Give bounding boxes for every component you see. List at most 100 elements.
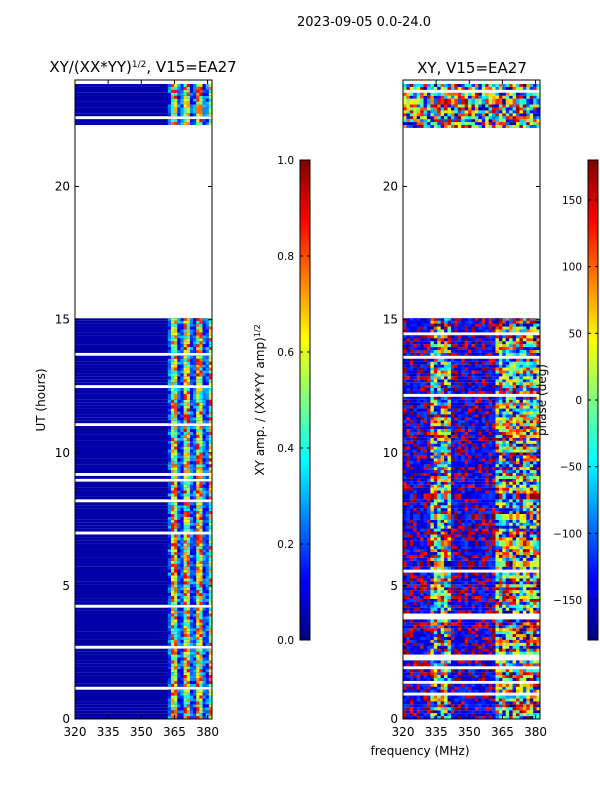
phase-cell <box>440 519 445 523</box>
phase-cell <box>409 487 414 491</box>
amplitude-cell <box>170 338 175 345</box>
phase-cell <box>533 669 537 673</box>
phase-cell <box>488 540 493 547</box>
phase-cell <box>444 675 448 678</box>
phase-cell <box>502 481 507 485</box>
amplitude-cell <box>196 405 200 409</box>
amplitude-cell <box>205 634 210 637</box>
amplitude-cell <box>170 543 175 547</box>
phase-cell <box>426 472 431 476</box>
phase-cell <box>488 713 493 717</box>
amplitude-cell <box>193 490 197 494</box>
amplitude-cell <box>183 390 188 394</box>
amplitude-cell <box>183 663 188 667</box>
phase-cell <box>406 710 411 714</box>
phase-cell <box>471 534 476 538</box>
phase-cell <box>468 557 472 561</box>
phase-cell <box>464 683 469 687</box>
phase-cell <box>488 490 493 494</box>
amplitude-cell <box>196 481 200 488</box>
amplitude-cell <box>186 710 191 714</box>
phase-cell <box>457 598 462 602</box>
phase-cell <box>509 710 513 714</box>
phase-cell <box>420 560 424 567</box>
phase-cell <box>492 484 496 488</box>
amplitude-cell <box>167 92 172 96</box>
phase-cell <box>471 636 476 640</box>
phase-cell <box>519 716 524 719</box>
phase-cell <box>413 511 417 514</box>
amplitude-cell <box>180 554 184 558</box>
amplitude-cell <box>202 695 206 702</box>
phase-cell <box>474 581 479 585</box>
phase-cell <box>533 713 537 717</box>
amplitude-cell <box>196 654 200 658</box>
amplitude-cell <box>199 458 203 462</box>
amplitude-cell <box>199 92 203 96</box>
amplitude-cell <box>174 595 178 599</box>
phase-cell <box>474 707 479 711</box>
amplitude-cell <box>180 347 184 350</box>
amplitude-cell <box>183 399 188 403</box>
phase-cell <box>533 707 537 711</box>
phase-cell <box>488 481 493 485</box>
amplitude-cell <box>177 107 181 114</box>
phase-cell <box>464 590 469 594</box>
phase-cell <box>437 575 441 579</box>
amplitude-cell <box>186 511 191 514</box>
amplitude-cell <box>170 417 175 421</box>
phase-cell <box>471 502 476 506</box>
phase-cell <box>512 502 517 506</box>
phase-cell <box>420 511 424 514</box>
phase-cell <box>502 631 507 635</box>
phase-cell <box>512 710 517 714</box>
phase-cell <box>492 590 496 594</box>
phase-cell <box>423 484 428 488</box>
phase-cell <box>481 549 486 555</box>
phase-cell <box>447 549 452 555</box>
amplitude-cell <box>170 689 175 693</box>
amplitude-cell <box>202 475 206 479</box>
amplitude-cell <box>183 119 188 123</box>
amplitude-cell <box>208 83 213 87</box>
phase-cell <box>423 511 428 514</box>
phase-cell <box>430 601 435 605</box>
amplitude-cell <box>174 581 178 585</box>
phase-cell <box>471 540 476 547</box>
amplitude-cell <box>170 323 175 327</box>
amplitude-cell <box>167 431 172 435</box>
phase-cell <box>403 481 407 485</box>
amplitude-cell <box>196 554 200 558</box>
amplitude-cell <box>196 634 200 637</box>
amplitude-cell <box>189 692 194 696</box>
phase-cell <box>533 581 537 585</box>
phase-cell <box>440 472 445 479</box>
phase-cell <box>420 677 424 681</box>
amplitude-cell <box>196 610 200 614</box>
phase-cell <box>426 622 431 626</box>
amplitude-cell <box>183 651 188 655</box>
phase-cell <box>437 660 441 664</box>
amplitude-cell <box>199 426 203 432</box>
amplitude-cell <box>196 329 200 333</box>
amplitude-cell <box>177 405 181 409</box>
phase-cell <box>509 619 513 623</box>
amplitude-cell <box>189 519 194 523</box>
phase-cell <box>481 675 486 678</box>
phase-cell <box>403 549 407 555</box>
amplitude-cell <box>186 534 191 538</box>
phase-cell <box>526 493 531 500</box>
amplitude-cell <box>205 581 210 585</box>
amplitude-ylabel: UT (hours) <box>34 368 48 431</box>
amplitude-cell <box>196 648 200 652</box>
amplitude-cell <box>177 607 181 611</box>
amplitude-cell <box>177 519 181 523</box>
phase-cell <box>409 519 414 523</box>
amplitude-cell <box>189 326 194 330</box>
phase-cell <box>502 672 507 676</box>
phase-cell <box>498 625 503 629</box>
phase-cell <box>444 487 448 491</box>
phase-cell <box>437 710 441 714</box>
amplitude-cell <box>180 537 184 541</box>
amplitude-cell <box>208 666 213 670</box>
